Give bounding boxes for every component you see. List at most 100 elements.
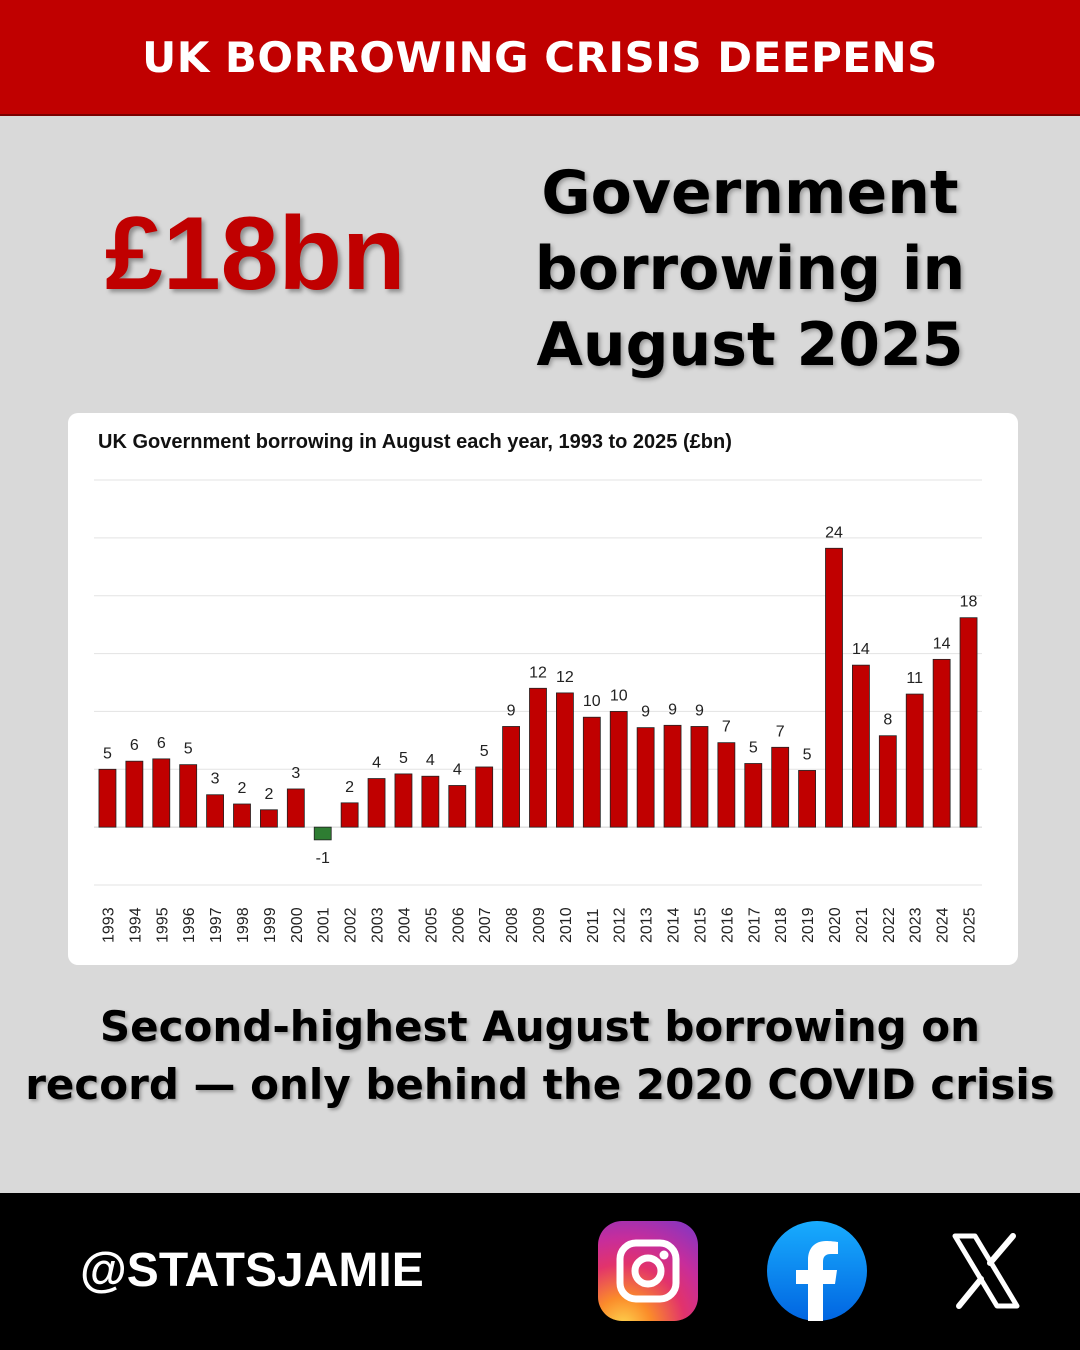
data-label: 2 bbox=[345, 779, 354, 796]
bar bbox=[717, 742, 736, 828]
bar bbox=[152, 758, 171, 828]
caption: Second-highest August borrowing on recor… bbox=[20, 998, 1060, 1114]
x-tick-label: 1995 bbox=[154, 907, 171, 943]
x-tick-label: 2005 bbox=[423, 907, 440, 943]
instagram-icon[interactable] bbox=[598, 1221, 698, 1321]
bar bbox=[852, 664, 870, 828]
data-label: 6 bbox=[130, 737, 139, 754]
bar bbox=[448, 785, 467, 828]
x-tick-label: 2008 bbox=[504, 907, 521, 943]
headline-line-1: Government bbox=[541, 158, 959, 228]
data-label: 4 bbox=[372, 755, 381, 772]
bar bbox=[206, 794, 224, 828]
x-tick-label: 1998 bbox=[235, 907, 252, 943]
data-label: 2 bbox=[264, 786, 273, 803]
bar bbox=[771, 746, 790, 828]
data-label: 11 bbox=[906, 670, 923, 687]
x-tick-label: 2001 bbox=[316, 907, 333, 943]
x-tick-label: 1996 bbox=[181, 907, 198, 943]
x-tick-label: 2025 bbox=[962, 907, 979, 943]
bar bbox=[125, 760, 144, 828]
x-tick-label: 2006 bbox=[450, 907, 467, 943]
data-label: 10 bbox=[610, 687, 628, 704]
data-label: 4 bbox=[426, 752, 435, 769]
bar bbox=[233, 803, 251, 828]
data-label: 14 bbox=[852, 641, 870, 658]
bar bbox=[502, 726, 520, 828]
data-label: 5 bbox=[184, 741, 193, 758]
x-tick-label: 2011 bbox=[585, 908, 602, 943]
data-label: 12 bbox=[556, 669, 574, 686]
bar bbox=[286, 788, 305, 828]
data-label: 9 bbox=[641, 704, 650, 721]
bar bbox=[825, 547, 843, 828]
x-tick-label: 2020 bbox=[827, 907, 844, 943]
data-label: 5 bbox=[103, 745, 112, 762]
bar bbox=[367, 778, 386, 828]
x-tick-label: 2013 bbox=[639, 907, 656, 943]
bar bbox=[905, 693, 924, 828]
chart-card: UK Government borrowing in August each y… bbox=[68, 413, 1018, 965]
bar bbox=[556, 692, 574, 828]
x-tick-label: 2024 bbox=[935, 907, 952, 943]
bar bbox=[340, 802, 359, 828]
data-label: 9 bbox=[668, 701, 677, 718]
bar bbox=[636, 727, 655, 828]
bar bbox=[663, 724, 682, 828]
data-label: 5 bbox=[480, 743, 489, 760]
data-label: 3 bbox=[211, 771, 220, 788]
bar bbox=[394, 773, 413, 828]
x-tick-label: 2022 bbox=[881, 907, 898, 943]
facebook-icon[interactable] bbox=[767, 1221, 867, 1321]
bar bbox=[609, 711, 628, 828]
x-tick-label: 2010 bbox=[558, 907, 575, 943]
bar bbox=[529, 687, 547, 828]
x-tick-label: 2021 bbox=[854, 907, 871, 943]
data-label: 18 bbox=[960, 594, 978, 611]
x-tick-label: 2003 bbox=[370, 907, 387, 943]
data-label: 6 bbox=[157, 735, 166, 752]
social-handle[interactable]: @STATSJAMIE bbox=[80, 1244, 424, 1297]
data-label: 5 bbox=[803, 746, 812, 763]
bar bbox=[959, 617, 978, 828]
bar-chart: 5 1993 6 1994 6 1995 5 1996 3 1997 2 1998 2 1999 3 2000… bbox=[94, 479, 982, 943]
data-label: 14 bbox=[933, 635, 951, 652]
x-tick-label: 2018 bbox=[773, 907, 790, 943]
headline-line-3: August 2025 bbox=[536, 310, 964, 380]
header-banner: UK BORROWING CRISIS DEEPENS bbox=[0, 0, 1080, 116]
bar bbox=[421, 775, 440, 828]
x-tick-label: 2017 bbox=[746, 907, 763, 943]
bar bbox=[582, 716, 601, 828]
bar bbox=[690, 726, 709, 828]
headline-figure: £18bn bbox=[105, 196, 406, 312]
bar bbox=[744, 763, 763, 828]
x-icon[interactable] bbox=[935, 1221, 1035, 1321]
x-tick-label: 2015 bbox=[692, 907, 709, 943]
x-tick-label: 2004 bbox=[396, 907, 413, 943]
bar bbox=[98, 768, 117, 828]
bar bbox=[932, 658, 951, 828]
footer: @STATSJAMIE bbox=[0, 1193, 1080, 1350]
data-label: 5 bbox=[399, 750, 408, 767]
data-label: -1 bbox=[316, 850, 330, 867]
headline-line-2: borrowing in bbox=[534, 234, 966, 304]
x-tick-label: 2014 bbox=[666, 907, 683, 943]
x-tick-label: 2016 bbox=[719, 907, 736, 943]
data-label: 9 bbox=[507, 702, 516, 719]
bar bbox=[179, 764, 198, 828]
bar bbox=[878, 735, 897, 828]
caption-line-1: Second-highest August borrowing on bbox=[99, 1002, 981, 1051]
data-label: 2 bbox=[238, 780, 247, 797]
x-tick-label: 1993 bbox=[100, 907, 117, 943]
bar bbox=[313, 826, 332, 841]
x-tick-label: 2009 bbox=[531, 907, 548, 943]
banner-title: UK BORROWING CRISIS DEEPENS bbox=[142, 32, 938, 82]
data-label: 12 bbox=[529, 664, 547, 681]
x-tick-label: 2007 bbox=[477, 907, 494, 943]
data-label: 10 bbox=[583, 693, 601, 710]
data-label: 5 bbox=[749, 740, 758, 757]
bar bbox=[798, 770, 816, 828]
x-tick-label: 1997 bbox=[208, 907, 225, 943]
x-tick-label: 1999 bbox=[262, 907, 279, 943]
x-tick-label: 2000 bbox=[289, 907, 306, 943]
